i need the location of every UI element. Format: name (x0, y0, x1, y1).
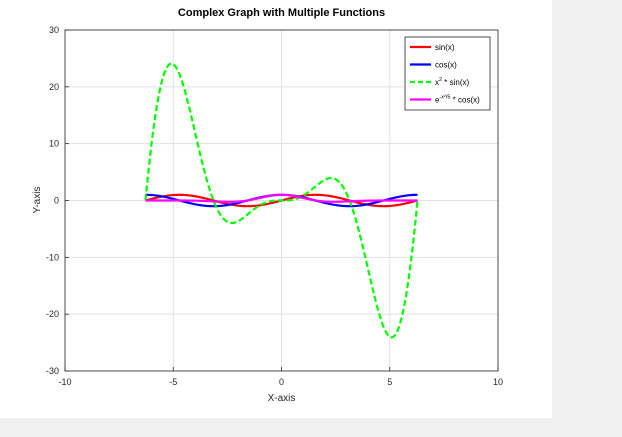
legend-label-4: e-x²/5 * cos(x) (435, 95, 480, 105)
ticks: -10 -5 0 5 10 -30 -20 -10 0 10 20 30 (46, 25, 503, 387)
series-group (144, 62, 419, 339)
legend-box (404, 36, 491, 111)
x-tick-label: -5 (169, 377, 177, 387)
x-tick-label: -10 (58, 377, 71, 387)
x-tick-label: 0 (279, 377, 284, 387)
y-axis-title: Y-axis (32, 187, 43, 214)
y-tick-label: 20 (49, 82, 59, 92)
series-line-3 (144, 62, 419, 339)
y-tick-label: -10 (46, 252, 59, 262)
x-axis-title: X-axis (268, 393, 296, 404)
legend-label-1: sin(x) (435, 43, 455, 52)
y-tick-label: -30 (46, 366, 59, 376)
chart: Complex Graph with Multiple Functions -1… (32, 7, 503, 404)
legend-label-3: x2 * sin(x) (435, 77, 470, 87)
series-line-4 (145, 193, 418, 203)
x-tick-label: 10 (493, 377, 503, 387)
legend-label-2: cos(x) (435, 61, 457, 70)
x-tick-label: 5 (387, 377, 392, 387)
figure: Complex Graph with Multiple Functions -1… (0, 0, 552, 418)
y-tick-label: 30 (49, 25, 59, 35)
y-tick-label: -20 (46, 309, 59, 319)
y-tick-label: 0 (54, 196, 59, 206)
chart-title: Complex Graph with Multiple Functions (178, 7, 385, 19)
y-tick-label: 10 (49, 139, 59, 149)
legend: sin(x) cos(x) x2 * sin(x) e-x²/5 * cos(x) (404, 36, 491, 111)
